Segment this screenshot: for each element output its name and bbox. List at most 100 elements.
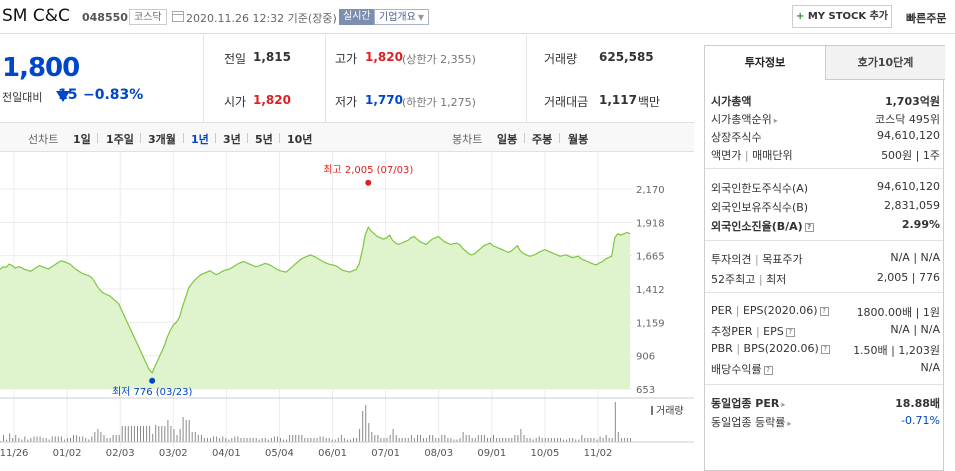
help-icon[interactable]: ? — [763, 365, 773, 375]
info-row: 외국인소진율(B/A)? 2.99% — [705, 216, 943, 234]
volume-bar — [310, 438, 312, 442]
investment-info-panel: 투자정보 호가10단계 시가총액 1,703억원 시가총액순위 ▸ 코스닥 495위 … — [704, 45, 945, 471]
divider — [325, 35, 326, 122]
volume-bar — [124, 426, 126, 442]
volume-bar — [100, 432, 102, 442]
volume-bar — [398, 438, 400, 442]
volume-bar — [435, 438, 437, 442]
x-tick-label: 11/26 — [0, 448, 28, 459]
help-icon[interactable]: ? — [820, 344, 830, 354]
period-selector: 선차트 1일 1주일 3개월 1년 3년 5년 10년 봉차트 일봉 주봉 월봉 — [0, 122, 694, 152]
lower-limit: (하한가 1,275) — [402, 96, 476, 109]
divider — [526, 35, 527, 122]
pbr-bps-value: 1.50배 | 1,203원 — [853, 344, 940, 357]
quick-order-link[interactable]: 빠른주문 — [906, 12, 947, 25]
upper-limit: (상한가 2,355) — [402, 53, 476, 66]
volume-bar — [137, 426, 138, 442]
volume-bar — [67, 438, 68, 442]
volume-bar — [170, 426, 172, 442]
x-tick-label: 06/01 — [318, 448, 347, 459]
volume-bar — [207, 438, 208, 442]
volume-bar — [143, 426, 144, 442]
volume-bar — [63, 439, 65, 442]
volume-bar — [477, 435, 479, 442]
volume-bar — [246, 438, 248, 442]
volume-value: 625,585 — [599, 50, 654, 64]
period-1y[interactable]: 1년 — [191, 133, 209, 146]
volume-bar — [471, 438, 473, 442]
volume-bar — [496, 438, 498, 442]
candle-weekly[interactable]: 주봉 — [532, 133, 553, 146]
realtime-button[interactable]: 실시간 — [339, 9, 375, 25]
volume-bar — [404, 438, 406, 442]
volume-bar — [33, 436, 35, 442]
volume-bar — [118, 435, 120, 442]
period-3m[interactable]: 3개월 — [148, 133, 176, 146]
period-1w[interactable]: 1주일 — [106, 133, 134, 146]
volume-bar — [490, 438, 491, 442]
amount-unit: 백만 — [638, 95, 661, 109]
volume-bar — [292, 435, 294, 442]
est-per-label: 추정PER — [711, 325, 753, 338]
tab-orderbook-10[interactable]: 호가10단계 — [826, 45, 945, 80]
stock-code: 048550 — [82, 11, 128, 24]
volume-bar — [328, 438, 330, 442]
low-label: 저가 — [335, 95, 358, 109]
period-3y[interactable]: 3년 — [223, 133, 241, 146]
volume-bar — [115, 435, 117, 442]
est-per-eps-value: N/A | N/A — [890, 323, 940, 336]
prev-close-value: 1,815 — [253, 50, 291, 64]
par-label: 액면가 — [711, 149, 742, 162]
rank-label: 시가총액순위 — [711, 113, 772, 126]
period-5y[interactable]: 5년 — [255, 133, 273, 146]
volume-bar — [423, 438, 424, 442]
candle-daily[interactable]: 일봉 — [497, 133, 518, 146]
volume-bar — [374, 435, 376, 442]
help-icon[interactable]: ? — [785, 327, 795, 337]
info-row: 동일업종 등락률 ▸ -0.71% — [705, 412, 943, 430]
add-mystock-button[interactable]: + MY STOCK 추가 — [792, 5, 892, 28]
plus-icon: + — [795, 11, 805, 22]
min-point — [149, 377, 156, 384]
candle-chart-label: 봉차트 — [452, 133, 483, 146]
volume-bar — [596, 439, 598, 442]
volume-bar — [535, 438, 537, 442]
min-label: 최저 776 (03/23) — [112, 386, 193, 398]
volume-bar — [298, 435, 300, 442]
per-eps-value: 1800.00배 | 1원 — [856, 306, 940, 319]
volume-bar — [429, 435, 431, 442]
volume-bar — [21, 439, 23, 442]
separator — [559, 133, 560, 143]
tab-investment-info[interactable]: 투자정보 — [705, 45, 826, 80]
price-chart[interactable]: 2,170 1,918 1,665 1,412 1,159 906 653 거래량 11/2… — [0, 152, 694, 471]
volume-bar — [94, 432, 96, 442]
info-row: 액면가 | 매매단위 500원 | 1주 — [711, 149, 940, 162]
foreign-ratio-value: 2.99% — [901, 218, 940, 231]
company-overview-dropdown[interactable]: 기업개요 ▼ — [374, 9, 429, 25]
candle-monthly[interactable]: 월봉 — [568, 133, 589, 146]
unit-label: 매매단위 — [752, 149, 793, 162]
info-row: 시가총액순위 ▸ 코스닥 495위 — [705, 109, 943, 127]
volume-bar — [347, 439, 348, 442]
volume-bar — [514, 435, 516, 442]
help-icon[interactable]: ? — [804, 222, 814, 232]
prev-close-label: 전일 — [224, 52, 247, 66]
help-icon[interactable]: ? — [819, 306, 829, 316]
volume-bar — [91, 436, 93, 442]
volume-bar — [161, 426, 163, 442]
quote-datetime: 2020.11.26 12:32 기준(장중) — [186, 12, 337, 25]
volume-bar — [258, 439, 260, 442]
period-10y[interactable]: 10년 — [287, 133, 313, 146]
y-tick-label: 1,159 — [636, 318, 665, 329]
volume-bar — [82, 436, 84, 442]
volume-bar — [605, 435, 607, 442]
volume-bar — [337, 438, 339, 442]
volume-bar — [313, 438, 315, 442]
volume-bar — [30, 438, 32, 442]
period-1d[interactable]: 1일 — [73, 133, 91, 146]
volume-bar — [173, 429, 175, 442]
volume-bar — [225, 438, 227, 442]
opinion-target-value: N/A | N/A — [890, 251, 940, 264]
pbr-label: PBR — [711, 342, 733, 355]
volume-bar — [234, 436, 236, 442]
